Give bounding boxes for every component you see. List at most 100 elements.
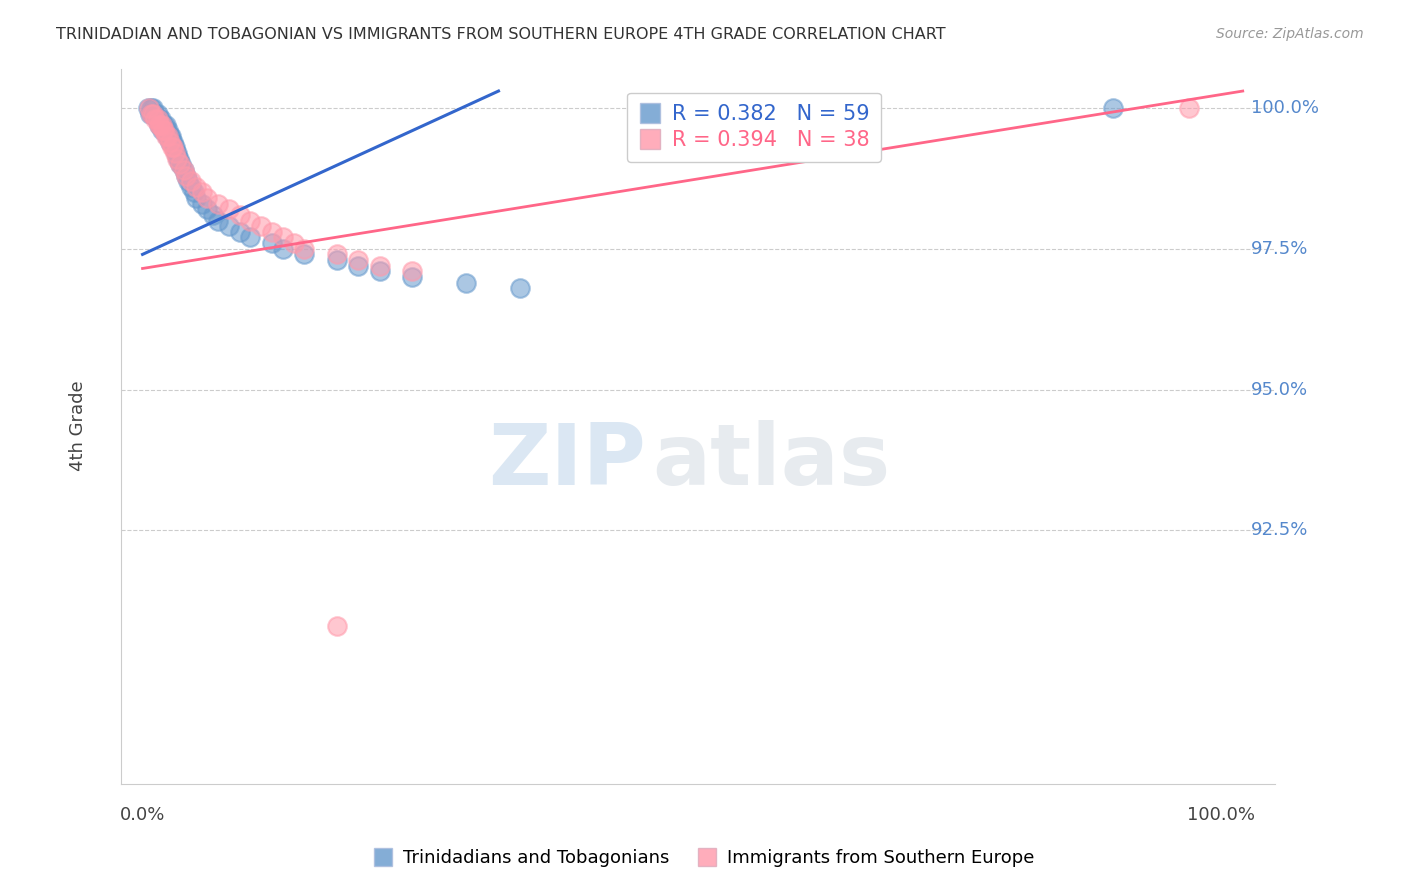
Point [162,140,184,154]
Point [162,135,184,149]
Point [155,118,177,132]
Point [186,179,208,194]
Point [160,140,183,154]
Point [174,169,197,183]
Point [149,118,172,132]
Point [195,191,218,205]
Point [170,157,193,171]
Point [260,236,283,251]
Point [159,135,181,149]
Point [292,242,315,256]
Point [145,112,167,127]
Point [163,140,186,154]
Point [173,162,195,177]
Text: atlas: atlas [652,420,890,503]
Point [166,146,188,161]
Point [169,157,191,171]
Point [292,247,315,261]
Point [325,247,347,261]
Point [191,186,214,200]
Point [195,202,218,217]
Point [218,219,240,234]
Point [167,152,190,166]
Point [165,146,187,161]
Point [228,208,250,222]
Point [283,236,305,251]
Point [153,123,176,137]
Point [180,179,202,194]
Point [325,619,347,633]
Point [149,118,172,132]
Point [141,106,163,120]
Point [239,230,262,244]
Point [150,118,173,132]
Point [163,146,186,161]
Point [456,276,478,290]
Point [150,123,173,137]
Point [1178,101,1201,115]
Point [260,225,283,239]
Point [347,253,370,268]
Point [155,123,177,137]
Point [347,259,370,273]
Text: 100.0%: 100.0% [1187,806,1256,824]
Point [167,152,190,166]
Point [201,208,224,222]
Point [152,123,174,137]
Legend: Trinidadians and Tobagonians, Immigrants from Southern Europe: Trinidadians and Tobagonians, Immigrants… [364,842,1042,874]
Point [218,202,240,217]
Point [159,129,181,144]
Point [148,112,170,127]
Point [141,106,163,120]
Legend: R = 0.382   N = 59, R = 0.394   N = 38: R = 0.382 N = 59, R = 0.394 N = 38 [627,93,882,161]
Point [173,162,195,177]
Point [153,118,176,132]
Text: 4th Grade: 4th Grade [69,381,87,472]
Point [401,269,423,284]
Point [180,174,202,188]
Point [1102,101,1125,115]
Point [146,112,169,127]
Text: 100.0%: 100.0% [1251,99,1319,117]
Point [271,242,294,256]
Point [250,219,273,234]
Text: 0.0%: 0.0% [120,806,166,824]
Point [239,213,262,227]
Point [153,123,176,137]
Text: ZIP: ZIP [488,420,647,503]
Point [148,118,170,132]
Point [156,129,179,144]
Point [142,106,165,120]
Point [142,106,165,120]
Point [153,123,176,137]
Point [509,281,531,295]
Point [207,196,229,211]
Point [368,264,391,278]
Point [401,264,423,278]
Point [191,196,214,211]
Point [145,112,167,127]
Point [183,186,205,200]
Point [169,157,191,171]
Point [136,101,159,115]
Point [159,135,181,149]
Point [146,106,169,120]
Text: TRINIDADIAN AND TOBAGONIAN VS IMMIGRANTS FROM SOUTHERN EUROPE 4TH GRADE CORRELAT: TRINIDADIAN AND TOBAGONIAN VS IMMIGRANTS… [56,27,946,42]
Point [138,101,160,115]
Point [207,213,229,227]
Point [177,174,200,188]
Point [368,259,391,273]
Point [159,129,181,144]
Point [152,118,174,132]
Point [142,101,165,115]
Point [186,191,208,205]
Point [155,129,177,144]
Point [145,106,167,120]
Text: 92.5%: 92.5% [1251,522,1309,540]
Point [325,253,347,268]
Text: 97.5%: 97.5% [1251,240,1309,258]
Point [163,140,186,154]
Point [148,118,170,132]
Point [149,112,172,127]
Point [166,152,188,166]
